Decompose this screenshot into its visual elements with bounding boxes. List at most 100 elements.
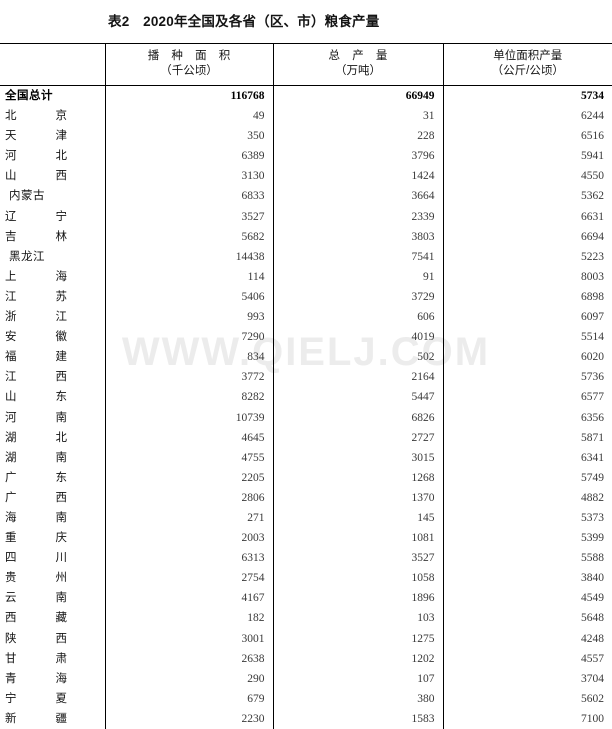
cell-area: 6833 [105, 186, 273, 206]
cell-yield: 6898 [443, 287, 612, 307]
region-name: 河南 [5, 408, 67, 428]
region-name: 山西 [5, 166, 67, 186]
cell-area: 4167 [105, 588, 273, 608]
cell-output: 107 [273, 669, 443, 689]
region-name: 吉林 [5, 227, 67, 247]
cell-region: 福建 [0, 347, 105, 367]
region-name: 江苏 [5, 287, 67, 307]
region-name: 海南 [5, 508, 67, 528]
column-header-region [0, 44, 105, 86]
region-name: 甘肃 [5, 649, 67, 669]
cell-region: 黑龙江 [0, 247, 105, 267]
cell-output: 1081 [273, 528, 443, 548]
cell-output: 145 [273, 508, 443, 528]
cell-yield: 6020 [443, 347, 612, 367]
cell-region: 山西 [0, 166, 105, 186]
cell-output: 66949 [273, 86, 443, 107]
cell-yield: 3840 [443, 568, 612, 588]
cell-output: 2727 [273, 428, 443, 448]
cell-area: 7290 [105, 327, 273, 347]
cell-area: 2230 [105, 709, 273, 729]
cell-output: 228 [273, 126, 443, 146]
cell-yield: 4248 [443, 629, 612, 649]
cell-yield: 6356 [443, 408, 612, 428]
region-name: 贵州 [5, 568, 67, 588]
cell-region: 广西 [0, 488, 105, 508]
region-name: 全国总计 [5, 86, 53, 106]
cell-region: 西藏 [0, 608, 105, 628]
column-header-unit-yield-label: 单位面积产量 [452, 49, 605, 64]
cell-area: 10739 [105, 408, 273, 428]
cell-yield: 6516 [443, 126, 612, 146]
cell-output: 1370 [273, 488, 443, 508]
cell-region: 青海 [0, 669, 105, 689]
cell-output: 3729 [273, 287, 443, 307]
cell-region: 全国总计 [0, 86, 105, 107]
cell-area: 6389 [105, 146, 273, 166]
region-name: 福建 [5, 347, 67, 367]
cell-yield: 5588 [443, 548, 612, 568]
region-name: 广东 [5, 468, 67, 488]
cell-area: 2806 [105, 488, 273, 508]
cell-area: 2638 [105, 649, 273, 669]
cell-region: 云南 [0, 588, 105, 608]
cell-output: 1275 [273, 629, 443, 649]
cell-output: 103 [273, 608, 443, 628]
cell-yield: 4550 [443, 166, 612, 186]
cell-region: 甘肃 [0, 649, 105, 669]
cell-area: 679 [105, 689, 273, 709]
cell-yield: 6631 [443, 207, 612, 227]
cell-region: 陕西 [0, 629, 105, 649]
cell-region: 江苏 [0, 287, 105, 307]
cell-yield: 6694 [443, 227, 612, 247]
region-name: 北京 [5, 106, 67, 126]
cell-area: 271 [105, 508, 273, 528]
cell-region: 重庆 [0, 528, 105, 548]
cell-area: 3001 [105, 629, 273, 649]
cell-yield: 5736 [443, 367, 612, 387]
cell-area: 5682 [105, 227, 273, 247]
cell-region: 辽宁 [0, 207, 105, 227]
table-container: 播 种 面 积 （千公顷） 总 产 量 （万吨） 单位面积产量 （公斤/公顷） … [0, 43, 612, 729]
region-name: 河北 [5, 146, 67, 166]
cell-region: 安徽 [0, 327, 105, 347]
cell-region: 河北 [0, 146, 105, 166]
cell-region: 上海 [0, 267, 105, 287]
cell-yield: 5362 [443, 186, 612, 206]
region-name: 黑龙江 [5, 247, 45, 267]
region-name: 青海 [5, 669, 67, 689]
cell-output: 3527 [273, 548, 443, 568]
cell-output: 5447 [273, 387, 443, 407]
cell-region: 新疆 [0, 709, 105, 729]
cell-area: 3527 [105, 207, 273, 227]
cell-yield: 5734 [443, 86, 612, 107]
region-name: 宁夏 [5, 689, 67, 709]
region-name: 云南 [5, 588, 67, 608]
cell-output: 1896 [273, 588, 443, 608]
cell-output: 2164 [273, 367, 443, 387]
region-name: 湖北 [5, 428, 67, 448]
cell-yield: 6097 [443, 307, 612, 327]
cell-output: 3803 [273, 227, 443, 247]
column-header-sown-area-unit: （千公顷） [114, 64, 265, 79]
table-header: 播 种 面 积 （千公顷） 总 产 量 （万吨） 单位面积产量 （公斤/公顷） [0, 44, 612, 86]
cell-area: 2205 [105, 468, 273, 488]
cell-output: 1583 [273, 709, 443, 729]
cell-output: 3664 [273, 186, 443, 206]
cell-region: 吉林 [0, 227, 105, 247]
region-name: 广西 [5, 488, 67, 508]
